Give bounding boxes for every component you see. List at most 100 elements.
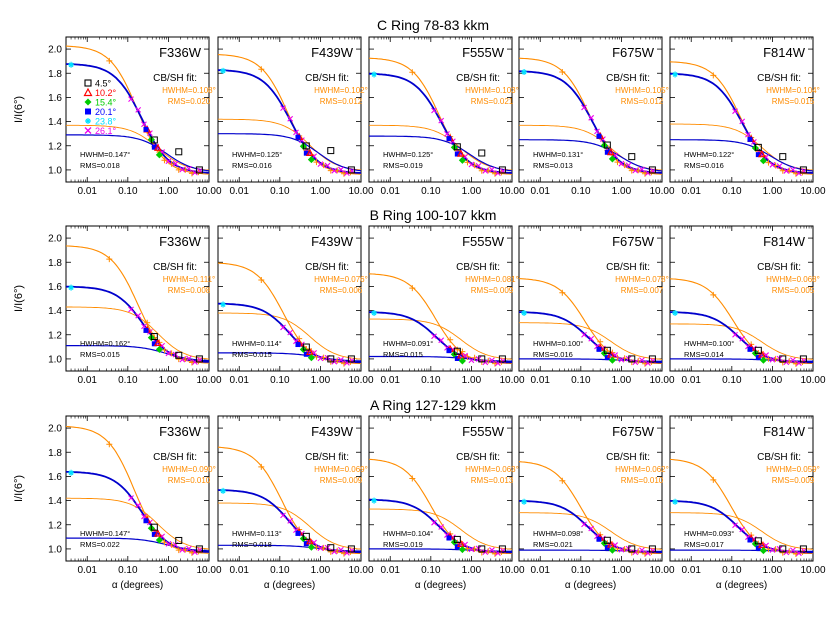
data-point-magenta [594,128,600,135]
data-point-orange [327,167,334,174]
data-point-black-square [175,536,183,544]
row-title: C Ring 78-83 kkm [377,17,489,33]
data-point-magenta [489,547,495,553]
data-point-magenta [135,502,142,509]
curves [369,273,512,367]
data-point-square [604,149,610,155]
cbsh-hwhm: HWHM=0.069° [314,465,368,474]
data-point-cyan [521,69,528,76]
data-point-orange [168,350,175,357]
x-tick-label: 0.10 [571,375,591,386]
data-point-orange [161,157,168,164]
data-point-orange [175,547,182,554]
data-point-cyan [68,469,75,476]
filter-label: F814W [763,234,806,249]
legend-label: 4.5° [95,79,112,89]
sh-hwhm: HWHM=0.125° [232,150,282,159]
curves [66,45,209,177]
data-point-triangle [153,529,162,537]
x-tick-label: 0.10 [270,186,290,197]
cbsh-rms: RMS=0.009 [772,476,815,485]
panel-f675w: 0.01 0.10 1.00 10.00 F675W CB/SH fit: HWHM=0.0… [518,225,675,386]
data-point-black-square [648,355,656,363]
data-point-square [747,537,753,543]
y-tick-label: 1.8 [48,69,62,80]
curves [218,262,361,367]
cbsh-rms: RMS=0.006 [320,286,363,295]
sh-hwhm: HWHM=0.098° [533,529,583,538]
x-tick-label: 0.10 [571,186,591,197]
sh-hwhm: HWHM=0.093° [684,529,734,538]
data-point-magenta [197,167,203,174]
cb-component-curve [670,512,813,550]
data-point-triangle [305,537,314,545]
data-point-diamond [608,356,616,364]
x-tick-label: 0.10 [421,186,441,197]
data-point-orange [106,256,113,263]
data-point-black-square [478,545,486,553]
data-point-black-square [498,355,506,363]
x-tick-label: 10.00 [348,186,373,197]
data-point-diamond [155,536,163,544]
x-tick-label: 10.00 [196,186,221,197]
fit-title: CB/SH fit: [305,73,349,84]
data-point-black-square [628,545,636,553]
data-point-magenta [581,521,587,528]
curves [670,278,813,367]
data-point-black-square [150,523,158,531]
sh-rms: RMS=0.018 [232,540,272,549]
data-point-square [747,136,753,142]
data-point-black-square [754,537,762,545]
data-point-square [596,133,602,139]
panel-frame [669,36,814,183]
data-point-diamond [608,546,616,554]
data-point-magenta [581,104,587,111]
x-tick-label: 0.10 [270,375,290,386]
cbsh-hwhm: HWHM=0.104° [766,86,820,95]
data-point-magenta [475,162,482,169]
data-point-cyan [220,67,227,74]
data-point-magenta [482,549,489,555]
data-point-black-square [603,141,611,149]
data-point-magenta [489,357,495,364]
data-point-magenta [135,312,142,319]
data-point-orange [628,167,635,174]
panel-f439w: 0.01 0.10 1.00 10.00 F439W CB/SH fit: HWHM=0.1… [217,36,374,197]
legend-marker-square [84,79,92,87]
cbsh-hwhm: HWHM=0.102° [314,86,368,95]
data-point-black-square [302,343,310,351]
x-tick-label: 10.00 [649,375,674,386]
data-point-magenta [588,335,595,342]
data-point-orange [478,167,485,174]
panel-frame [217,225,362,372]
data-point-diamond [307,543,315,551]
data-point-triangle [456,149,465,157]
data-point-black-square [175,351,183,359]
data-point-triangle [305,347,314,355]
data-point-cyan [220,487,227,494]
cbsh-hwhm: HWHM=0.081° [465,275,519,284]
x-tick-label: 0.01 [229,375,249,386]
cbsh-rms: RMS=0.020 [168,97,211,106]
data-point-magenta [431,519,437,526]
x-tick-label: 10.00 [499,186,524,197]
panel-f336w: 0.01 0.10 1.00 10.00 1.0 1.2 1.4 1.6 1.8 2.0 α (de… [48,415,222,591]
data-point-black-square [648,166,656,174]
curves [519,278,662,367]
cbsh-hwhm: HWHM=0.059° [766,465,820,474]
data-point-black-square [754,143,762,151]
x-tick-label: 0.10 [722,565,742,576]
data-point-magenta [287,329,294,336]
x-axis-label: α (degrees) [716,580,767,591]
sh-baseline-curve [670,139,813,172]
data-point-orange [464,353,471,360]
data-point-magenta [317,161,324,168]
data-point-triangle [757,350,766,358]
data-point-diamond [759,547,767,555]
fit-title: CB/SH fit: [153,73,197,84]
data-point-magenta [625,162,632,169]
x-tick-label: 0.10 [270,565,290,576]
curves [218,54,361,177]
y-tick-label: 1.2 [48,330,62,341]
data-point-diamond [155,345,163,353]
